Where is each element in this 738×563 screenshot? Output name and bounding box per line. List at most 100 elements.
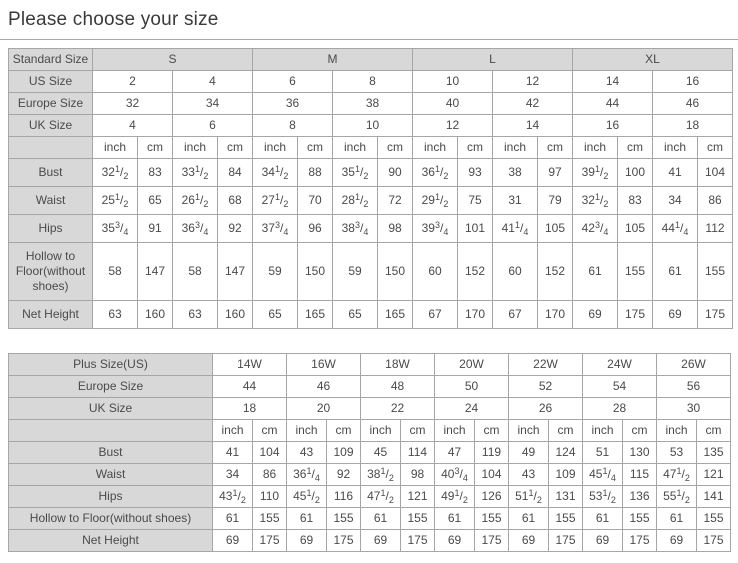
size-value-cell: L xyxy=(412,48,573,71)
measure-value-cell: 98 xyxy=(377,214,413,243)
size-value-cell: 14 xyxy=(572,70,653,93)
measure-value-cell: 60 xyxy=(412,242,458,301)
measure-value-cell: 152 xyxy=(457,242,493,301)
measure-value-cell: 155 xyxy=(474,507,509,530)
measure-value-cell: 84 xyxy=(217,158,253,187)
measure-value-cell: 105 xyxy=(537,214,573,243)
measure-value-cell: 75 xyxy=(457,186,493,215)
measure-value-cell: 101 xyxy=(457,214,493,243)
measure-value-cell: 165 xyxy=(377,300,413,329)
size-value-cell: 14 xyxy=(492,114,573,137)
measure-value-cell: 49 xyxy=(508,441,549,464)
measure-value-cell: 126 xyxy=(474,485,509,508)
row-label: Hollow to Floor(without shoes) xyxy=(8,507,213,530)
measure-value-cell: 45 xyxy=(360,441,401,464)
measure-value-cell: 59 xyxy=(332,242,378,301)
measure-value-cell: 69 xyxy=(652,300,698,329)
measure-value-cell: 31 xyxy=(492,186,538,215)
measure-value-cell: 61 xyxy=(508,507,549,530)
measure-value-cell: 121 xyxy=(696,463,731,486)
size-value-cell: 6 xyxy=(172,114,253,137)
measure-value-cell: 491/2 xyxy=(434,485,475,508)
measure-value-cell: 69 xyxy=(286,529,327,552)
measure-value-cell: 175 xyxy=(474,529,509,552)
measure-value-cell: 361/2 xyxy=(412,158,458,187)
measure-value-cell: 391/2 xyxy=(572,158,618,187)
measure-value-cell: 34 xyxy=(652,186,698,215)
measure-row: Waist 34 86 361/4 92 381/2 98 403/4 104 43 109 451/… xyxy=(8,463,731,486)
measure-value-cell: 175 xyxy=(400,529,435,552)
measure-value-cell: 109 xyxy=(548,463,583,486)
measure-value-cell: 53 xyxy=(656,441,697,464)
measure-value-cell: 100 xyxy=(617,158,653,187)
measure-value-cell: 104 xyxy=(474,463,509,486)
measure-value-cell: 119 xyxy=(474,441,509,464)
measure-value-cell: 175 xyxy=(622,529,657,552)
size-value-cell: 22 xyxy=(360,397,435,420)
measure-value-cell: 160 xyxy=(137,300,173,329)
measure-value-cell: 321/2 xyxy=(92,158,138,187)
size-value-cell: 20W xyxy=(434,353,509,376)
row-label xyxy=(8,419,213,442)
row-label: Waist xyxy=(8,186,93,215)
measure-value-cell: 88 xyxy=(297,158,333,187)
measure-value-cell: 34 xyxy=(212,463,253,486)
row-label: Standard Size xyxy=(8,48,93,71)
unit-row: inch cm inch cm inch cm inch cm inch cm inch cm inch… xyxy=(8,136,733,159)
measure-value-cell: 41 xyxy=(652,158,698,187)
measure-value-cell: 79 xyxy=(537,186,573,215)
unit-cell: cm xyxy=(457,136,493,159)
size-value-cell: 48 xyxy=(360,375,435,398)
measure-value-cell: 261/2 xyxy=(172,186,218,215)
unit-cell: inch xyxy=(332,136,378,159)
measure-value-cell: 373/4 xyxy=(252,214,298,243)
row-label: Europe Size xyxy=(8,375,213,398)
measure-value-cell: 98 xyxy=(400,463,435,486)
measure-row: Net Height 69 175 69 175 69 175 69 175 69 175 69 175… xyxy=(8,529,731,552)
measure-value-cell: 471/2 xyxy=(656,463,697,486)
size-value-cell: 2 xyxy=(92,70,173,93)
unit-cell: cm xyxy=(326,419,361,442)
measure-value-cell: 97 xyxy=(537,158,573,187)
measure-value-cell: 152 xyxy=(537,242,573,301)
row-label: Net Height xyxy=(8,529,213,552)
size-value-cell: 22W xyxy=(508,353,583,376)
unit-cell: inch xyxy=(492,136,538,159)
unit-cell: inch xyxy=(172,136,218,159)
row-label xyxy=(8,136,93,159)
size-row: UK Size 18 20 22 24 26 28 30 xyxy=(8,397,731,420)
measure-value-cell: 423/4 xyxy=(572,214,618,243)
measure-value-cell: 351/2 xyxy=(332,158,378,187)
measure-value-cell: 121 xyxy=(400,485,435,508)
unit-cell: inch xyxy=(412,136,458,159)
measure-value-cell: 61 xyxy=(212,507,253,530)
measure-value-cell: 47 xyxy=(434,441,475,464)
measure-value-cell: 531/2 xyxy=(582,485,623,508)
size-value-cell: 12 xyxy=(492,70,573,93)
unit-cell: cm xyxy=(252,419,287,442)
size-value-cell: 26W xyxy=(656,353,731,376)
measure-value-cell: 383/4 xyxy=(332,214,378,243)
unit-cell: cm xyxy=(697,136,733,159)
measure-value-cell: 114 xyxy=(400,441,435,464)
measure-value-cell: 68 xyxy=(217,186,253,215)
measure-value-cell: 61 xyxy=(652,242,698,301)
measure-value-cell: 147 xyxy=(217,242,253,301)
unit-cell: cm xyxy=(617,136,653,159)
unit-cell: cm xyxy=(400,419,435,442)
size-value-cell: M xyxy=(252,48,413,71)
measure-value-cell: 65 xyxy=(252,300,298,329)
measure-value-cell: 93 xyxy=(457,158,493,187)
size-row: Europe Size 44 46 48 50 52 54 56 xyxy=(8,375,731,398)
measure-value-cell: 393/4 xyxy=(412,214,458,243)
measure-value-cell: 411/4 xyxy=(492,214,538,243)
unit-cell: inch xyxy=(508,419,549,442)
measure-value-cell: 251/2 xyxy=(92,186,138,215)
size-value-cell: 16W xyxy=(286,353,361,376)
measure-value-cell: 431/2 xyxy=(212,485,253,508)
measure-value-cell: 41 xyxy=(212,441,253,464)
unit-cell: inch xyxy=(286,419,327,442)
measure-value-cell: 65 xyxy=(332,300,378,329)
size-value-cell: 44 xyxy=(212,375,287,398)
measure-value-cell: 72 xyxy=(377,186,413,215)
